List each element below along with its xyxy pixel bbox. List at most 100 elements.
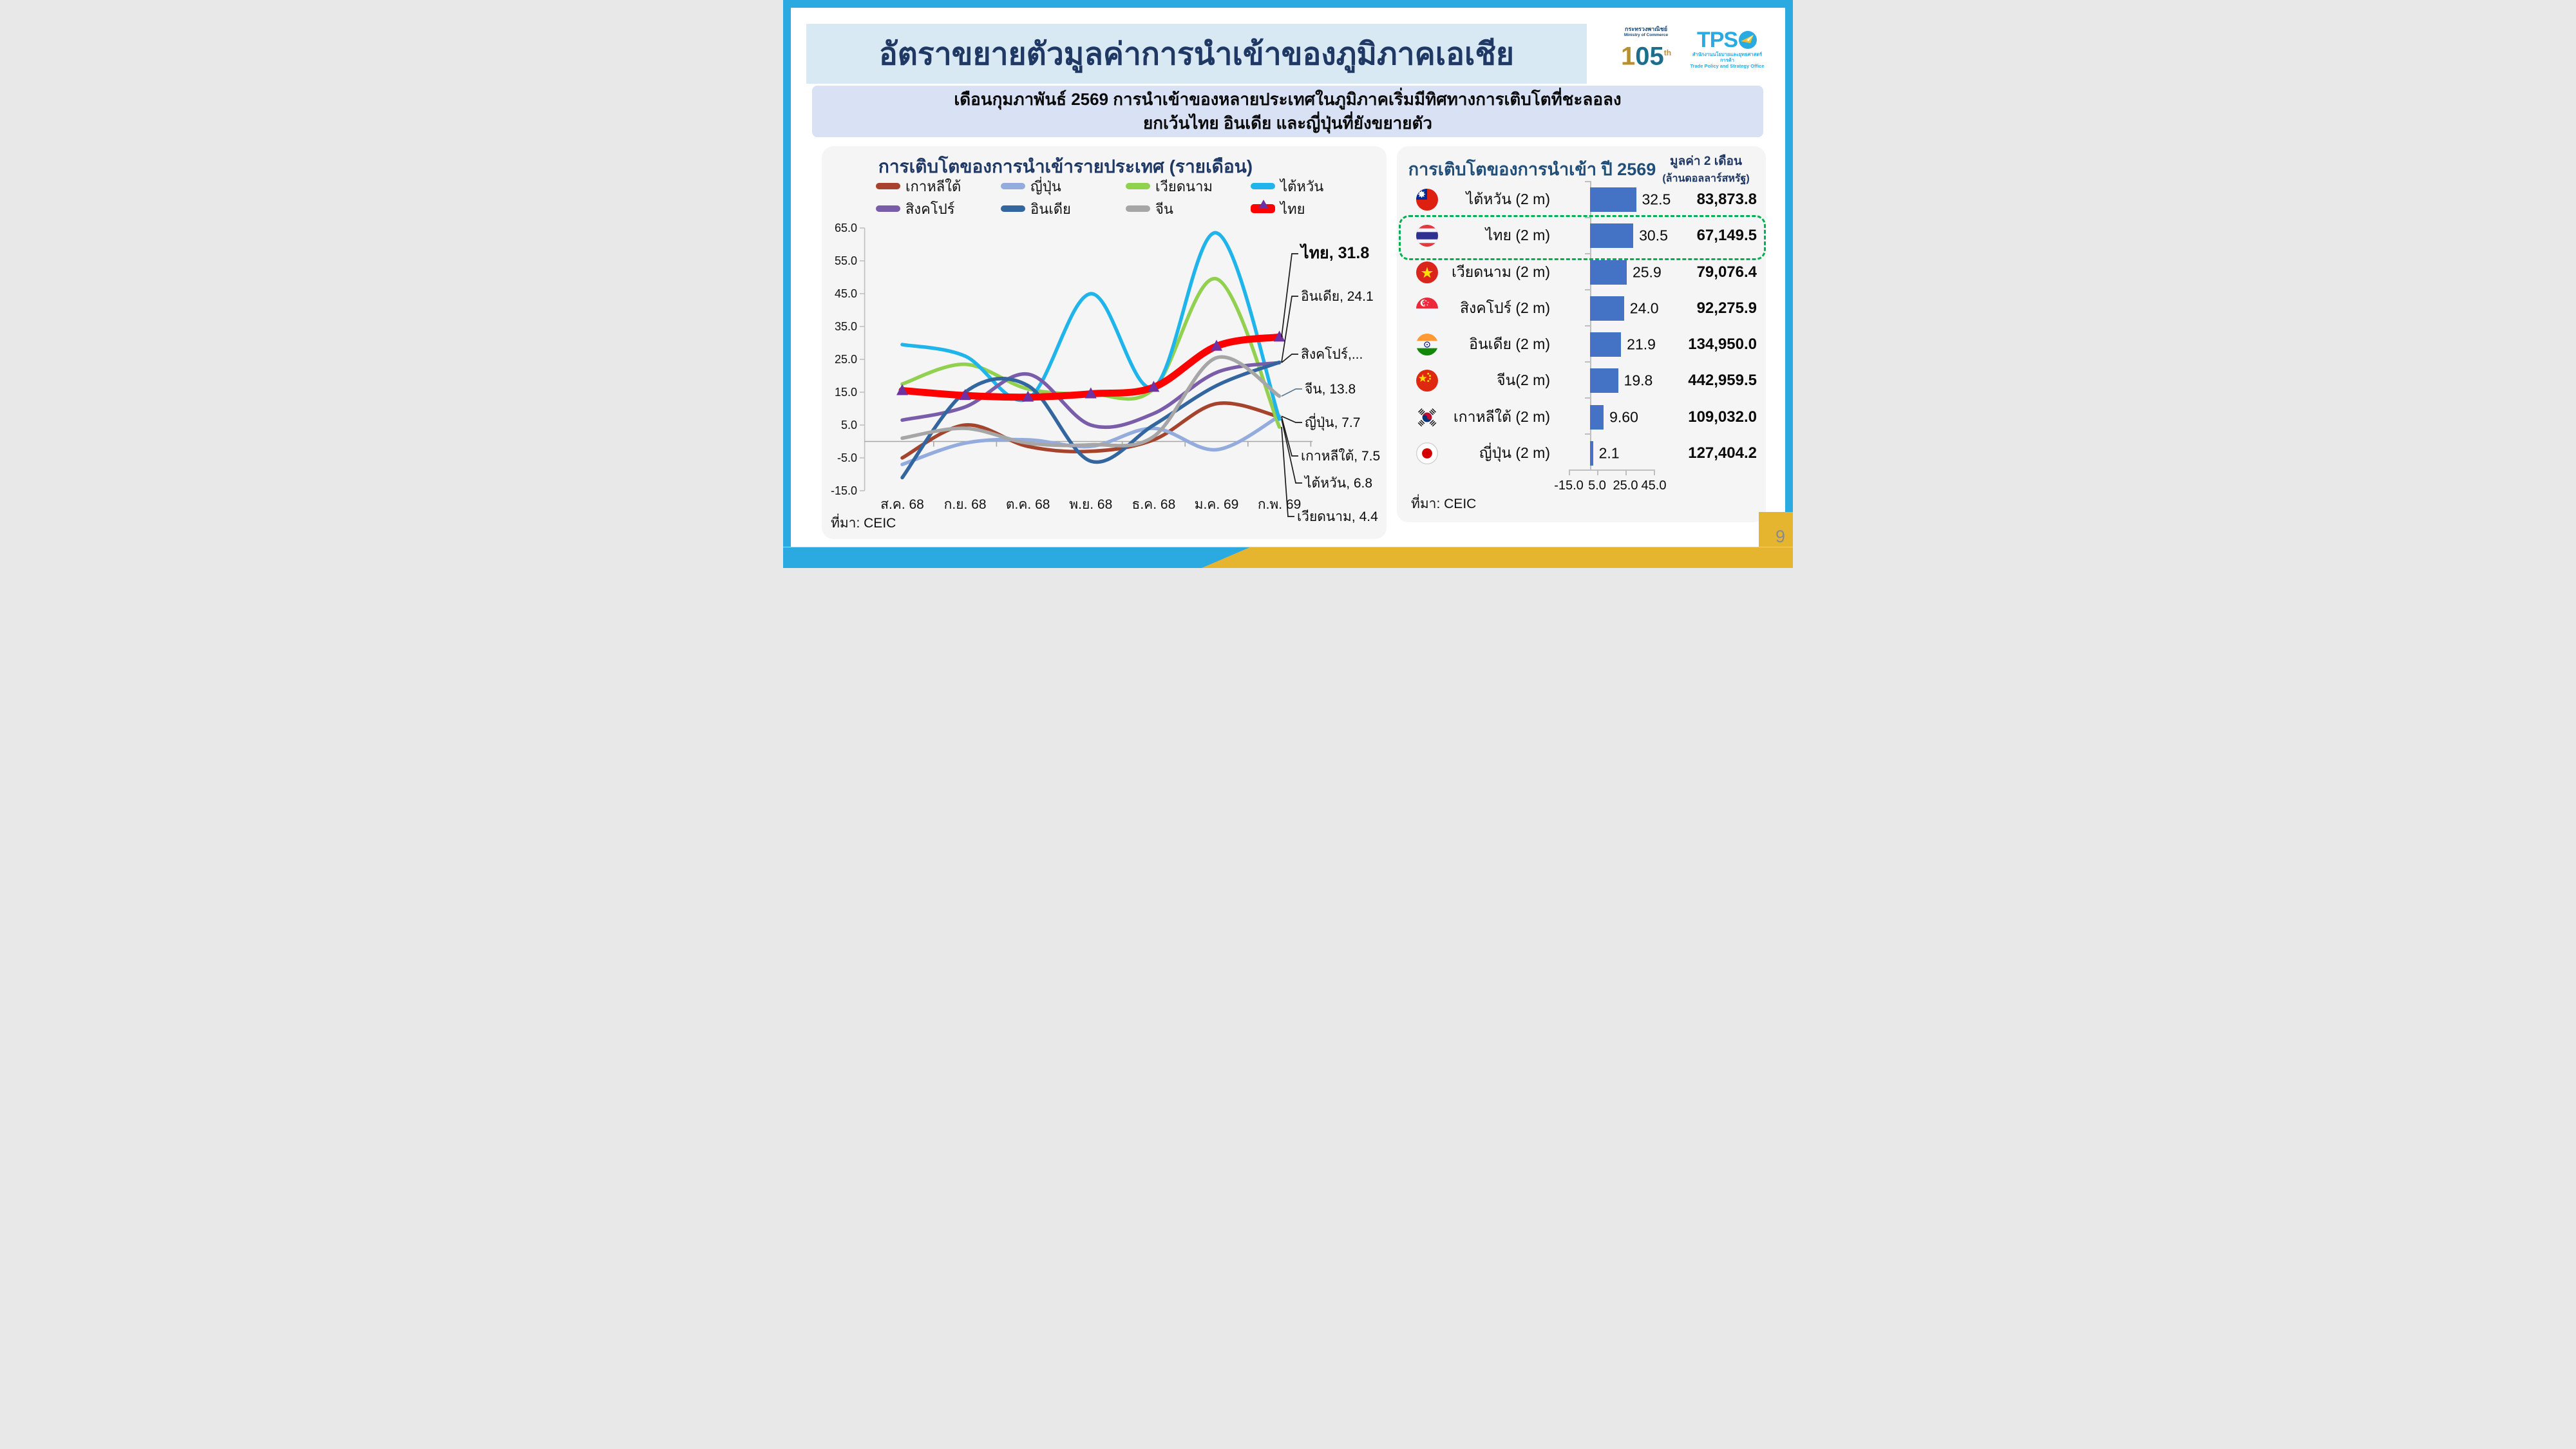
moc-105th-mark: 105th [1620,42,1672,71]
bar-baseline-tick [1585,469,1591,471]
bar-vietnam [1590,260,1627,285]
bar-row-japan: ญี่ปุ่น (2 m) 2.1 127,404.2 [1397,435,1766,471]
bar-baseline-tick [1585,433,1591,435]
bar-chart-panel: การเติบโตของการนำเข้า ปี 2569 มูลค่า 2 เ… [1397,146,1766,522]
svg-text:ธ.ค. 68: ธ.ค. 68 [1132,497,1176,512]
vietnam-flag-icon [1416,261,1438,283]
bar-row-singapore: สิงคโปร์ (2 m) 24.0 92,275.9 [1397,290,1766,327]
bar-row-vietnam: เวียดนาม (2 m) 25.9 79,076.4 [1397,254,1766,290]
slide: อัตราขยายตัวมูลค่าการนำเข้าของภูมิภาคเอเ… [783,0,1793,568]
svg-text:เกาหลีใต้, 7.5: เกาหลีใต้, 7.5 [1301,448,1380,464]
legend-item-india: อินเดีย [1001,200,1071,218]
bottom-band-blue [783,547,1250,568]
bar-x-tick-label: 45.0 [1641,478,1667,493]
svg-text:ต.ค. 68: ต.ค. 68 [1006,497,1050,512]
bar-china [1590,368,1618,393]
bar-baseline-tick [1585,325,1591,327]
bar-x-tick [1625,469,1627,475]
bar-south-korea [1590,404,1604,430]
header-band: อัตราขยายตัวมูลค่าการนำเข้าของภูมิภาคเอเ… [806,24,1587,84]
legend-swatch-vietnam [1126,183,1150,189]
bar-chart-unit-note: มูลค่า 2 เดือน (ล้านดอลลาร์สหรัฐ) [1662,155,1750,184]
subtitle-band: เดือนกุมภาพันธ์ 2569 การนำเข้าของหลายประ… [812,86,1763,137]
moc-logo-text: กระทรวงพาณิชย์ Ministry of Commerce [1624,26,1669,37]
bar-chart-title: การเติบโตของการนำเข้า ปี 2569 [1408,160,1656,179]
legend-item-south-korea: เกาหลีใต้ [876,177,961,195]
bar-row-thailand: ไทย (2 m) 30.5 67,149.5 [1397,218,1766,254]
bar-row-taiwan: ไต้หวัน (2 m) 32.5 83,873.8 [1397,182,1766,218]
tpso-o-swoosh-icon [1738,30,1757,50]
svg-text:จีน, 13.8: จีน, 13.8 [1305,382,1356,397]
south-korea-flag-icon [1416,406,1438,428]
tpso-logo: TPS สำนักงานนโยบายและยุทธศาสตร์การค้า Tr… [1689,28,1766,80]
svg-text:สิงคโปร์,...: สิงคโปร์,... [1301,346,1363,362]
ministry-of-commerce-logo: กระทรวงพาณิชย์ Ministry of Commerce 105t… [1606,26,1686,79]
bar-x-tick [1654,469,1655,475]
svg-text:25.0: 25.0 [835,353,857,366]
legend-item-vietnam: เวียดนาม [1126,177,1213,195]
taiwan-flag-icon [1416,189,1438,211]
subtitle-line1: เดือนกุมภาพันธ์ 2569 การนำเข้าของหลายประ… [954,90,1622,109]
bar-baseline-tick [1585,181,1591,182]
legend-swatch-china [1126,205,1150,212]
bar-x-tick-label: 5.0 [1588,478,1606,493]
legend-swatch-thailand [1251,200,1275,213]
bar-row-south-korea: เกาหลีใต้ (2 m) 9.60 109,032.0 [1397,399,1766,435]
bar-india [1590,332,1622,357]
legend-item-china: จีน [1126,200,1173,218]
bar-baseline-tick [1585,253,1591,254]
bar-x-tick-label: 25.0 [1613,478,1638,493]
line-chart-svg: 65.0 55.0 45.0 35.0 25.0 15.0 5.0 -5.0 -15.0 ส.ค.… [831,222,1380,524]
tpso-caption: สำนักงานนโยบายและยุทธศาสตร์การค้า Trade … [1690,52,1765,69]
svg-text:35.0: 35.0 [835,320,857,333]
india-flag-icon [1416,334,1438,356]
legend-swatch-india [1001,205,1025,212]
line-chart-panel: การเติบโตของการนำเข้ารายประเทศ (รายเดือน… [822,146,1387,539]
svg-text:พ.ย. 68: พ.ย. 68 [1069,497,1112,512]
svg-text:เวียดนาม, 4.4: เวียดนาม, 4.4 [1297,509,1378,524]
svg-text:-15.0: -15.0 [831,484,857,497]
legend-item-singapore: สิงคโปร์ [876,200,954,218]
legend-swatch-japan [1001,183,1025,189]
legend-swatch-singapore [876,205,900,212]
legend-item-taiwan: ไต้หวัน [1251,177,1323,195]
svg-text:5.0: 5.0 [841,419,857,431]
bar-baseline-tick [1585,217,1591,218]
bottom-band [783,547,1793,568]
china-flag-icon [1416,370,1438,392]
svg-text:ก.พ. 69: ก.พ. 69 [1258,497,1301,512]
svg-text:15.0: 15.0 [835,386,857,399]
svg-text:ส.ค. 68: ส.ค. 68 [880,497,924,512]
svg-text:ม.ค. 69: ม.ค. 69 [1195,497,1239,512]
bar-x-tick [1597,469,1598,475]
bar-row-china: จีน(2 m) 19.8 442,959.5 [1397,363,1766,399]
legend-item-japan: ญี่ปุ่น [1001,177,1061,195]
bar-thailand [1590,223,1634,249]
bar-baseline-tick [1585,397,1591,399]
bar-chart-baseline [1590,181,1591,469]
thailand-highlight-box [1399,215,1766,260]
bar-taiwan [1590,187,1636,213]
bar-japan [1590,440,1593,466]
legend-swatch-taiwan [1251,183,1275,189]
svg-text:ไทย, 31.8: ไทย, 31.8 [1299,243,1369,262]
bar-chart-source: ที่มา: CEIC [1411,497,1477,511]
svg-text:ญี่ปุ่น, 7.7: ญี่ปุ่น, 7.7 [1305,413,1360,431]
bar-x-tick [1569,469,1570,475]
bar-row-india: อินเดีย (2 m) 21.9 134,950.0 [1397,327,1766,363]
svg-text:45.0: 45.0 [835,287,857,300]
thailand-marker-icon [1258,200,1269,209]
line-chart-title: การเติบโตของการนำเข้ารายประเทศ (รายเดือน… [878,156,1253,176]
thailand-flag-icon [1416,225,1438,247]
legend-item-thailand: ไทย [1251,200,1305,218]
svg-text:ไต้หวัน, 6.8: ไต้หวัน, 6.8 [1303,475,1372,491]
bar-chart-x-axis [1569,469,1655,471]
tpso-wordmark: TPS [1697,28,1757,52]
svg-text:55.0: 55.0 [835,254,857,267]
line-chart-source: ที่มา: CEIC [831,516,896,531]
svg-text:65.0: 65.0 [835,222,857,234]
bar-singapore [1590,296,1624,321]
bar-chart-rows: ไต้หวัน (2 m) 32.5 83,873.8 ไทย (2 m) 30… [1397,182,1766,471]
svg-text:-5.0: -5.0 [837,451,857,464]
line-chart-legend: เกาหลีใต้ ญี่ปุ่น เวียดนาม ไต้หวัน สิงคโ… [822,177,1387,229]
